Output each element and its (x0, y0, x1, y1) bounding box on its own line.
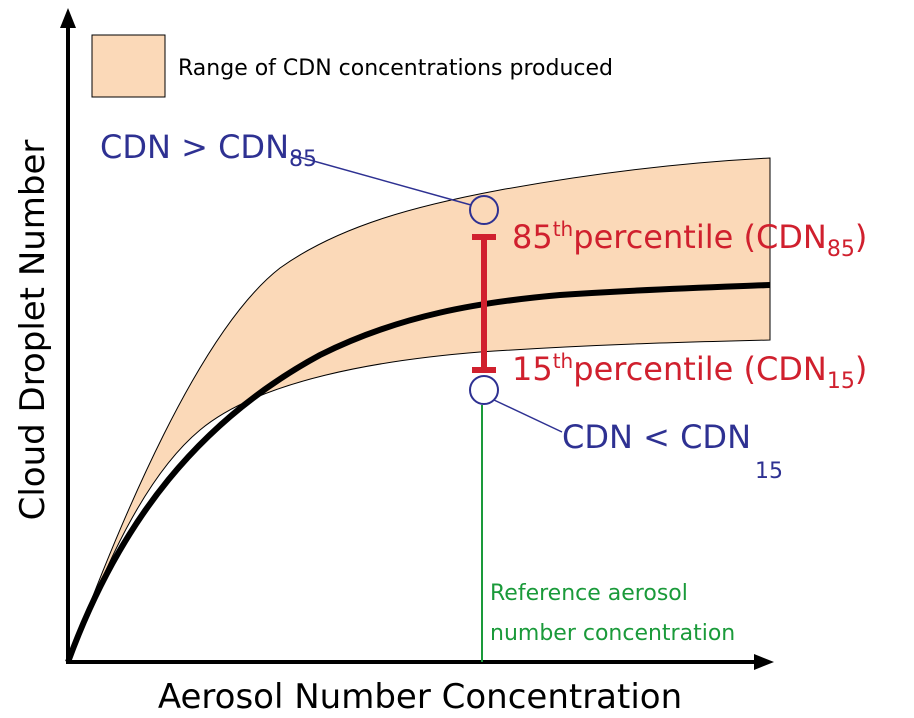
outlier-circle (469, 375, 499, 405)
label-sup: th (553, 217, 574, 241)
x-axis-arrow (754, 654, 774, 670)
label-part: CDN < CDN (562, 418, 751, 456)
p85-label: 85thpercentile (CDN85) (512, 217, 867, 262)
label-part: 85 (512, 218, 553, 256)
y-axis-arrow (60, 8, 76, 28)
label-sub: 85 (289, 147, 317, 172)
label-sub: 15 (827, 369, 855, 394)
label-part: percentile (CDN (573, 218, 827, 256)
x-axis-label: Aerosol Number Concentration (158, 677, 682, 717)
callout-line (291, 154, 472, 206)
label-part: percentile (CDN (573, 350, 827, 388)
label-part: 15 (512, 350, 553, 388)
median-curve (65, 282, 771, 664)
callout-line (493, 399, 563, 433)
upper-outlier-label: CDN > CDN85 (100, 128, 317, 172)
lower-outlier-label: CDN < CDN15 (562, 418, 783, 484)
legend-label: Range of CDN concentrations produced (178, 56, 613, 81)
legend-swatch (91, 34, 166, 98)
label-sup: th (553, 349, 574, 373)
reference-label: number concentration (490, 621, 735, 646)
label-sub: 15 (755, 459, 783, 484)
p15-label: 15thpercentile (CDN15) (512, 349, 867, 394)
label-sub: 85 (827, 237, 855, 262)
y-axis-label: Cloud Droplet Number (13, 140, 53, 521)
reference-label: Reference aerosol (490, 581, 688, 606)
label-part: ) (855, 218, 867, 256)
label-part: CDN > CDN (100, 128, 289, 166)
outlier-circle (469, 195, 499, 225)
label-part: ) (855, 350, 867, 388)
range-band (67, 157, 771, 663)
